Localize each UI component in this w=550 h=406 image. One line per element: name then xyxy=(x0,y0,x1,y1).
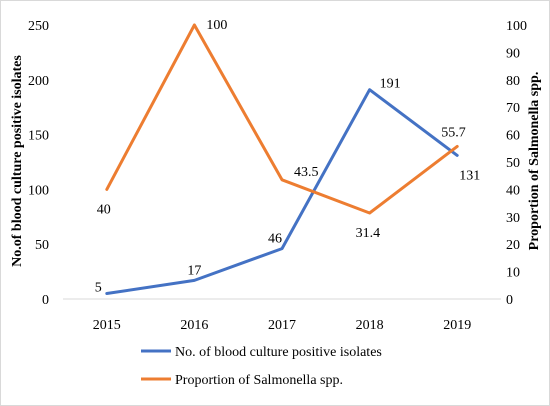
salmonella-data-label: 100 xyxy=(206,18,227,33)
y-right-tick-label: 60 xyxy=(506,129,520,144)
y-left-tick-label: 100 xyxy=(28,183,49,198)
y-left-tick-label: 50 xyxy=(35,238,49,253)
legend-salmonella-label: Proportion of Salmonella spp. xyxy=(175,373,343,388)
legend-isolates-label: No. of blood culture positive isolates xyxy=(175,345,382,360)
y-right-tick-label: 50 xyxy=(506,156,520,171)
y-right-tick-label: 10 xyxy=(506,266,520,281)
salmonella-data-label: 43.5 xyxy=(294,165,319,180)
y-right-tick-label: 80 xyxy=(506,74,520,89)
y-axis-right-title: Proportion of Salmonella spp. xyxy=(527,72,542,251)
x-tick-label: 2015 xyxy=(93,318,121,333)
y-right-tick-label: 30 xyxy=(506,211,520,226)
x-tick-label: 2016 xyxy=(180,318,208,333)
x-tick-label: 2019 xyxy=(443,318,471,333)
isolates-data-label: 5 xyxy=(95,281,102,296)
x-tick-label: 2018 xyxy=(356,318,384,333)
isolates-data-label: 17 xyxy=(187,263,201,278)
isolates-data-label: 131 xyxy=(459,168,480,183)
y-left-tick-label: 250 xyxy=(28,19,49,34)
y-axis-left-title: No.of blood culture positive isolates xyxy=(10,55,25,267)
y-left-tick-label: 150 xyxy=(28,129,49,144)
isolates-series-line xyxy=(105,88,459,295)
y-right-tick-label: 40 xyxy=(506,183,520,198)
y-left-tick-label: 200 xyxy=(28,74,49,89)
salmonella-data-label: 40 xyxy=(97,202,111,217)
y-left-tick-label: 0 xyxy=(42,293,49,308)
y-right-tick-label: 20 xyxy=(506,238,520,253)
isolates-data-label: 191 xyxy=(380,77,401,92)
salmonella-series-line xyxy=(105,23,459,215)
y-right-tick-label: 0 xyxy=(506,293,513,308)
legend: No. of blood culture positive isolates Pr… xyxy=(141,345,382,388)
isolates-data-label: 46 xyxy=(268,232,282,247)
salmonella-data-label: 31.4 xyxy=(356,226,381,241)
y-right-tick-label: 90 xyxy=(506,46,520,61)
y-right-tick-label: 70 xyxy=(506,101,520,116)
x-tick-label: 2017 xyxy=(268,318,296,333)
y-right-tick-label: 100 xyxy=(506,19,527,34)
salmonella-data-label: 55.7 xyxy=(441,125,466,140)
